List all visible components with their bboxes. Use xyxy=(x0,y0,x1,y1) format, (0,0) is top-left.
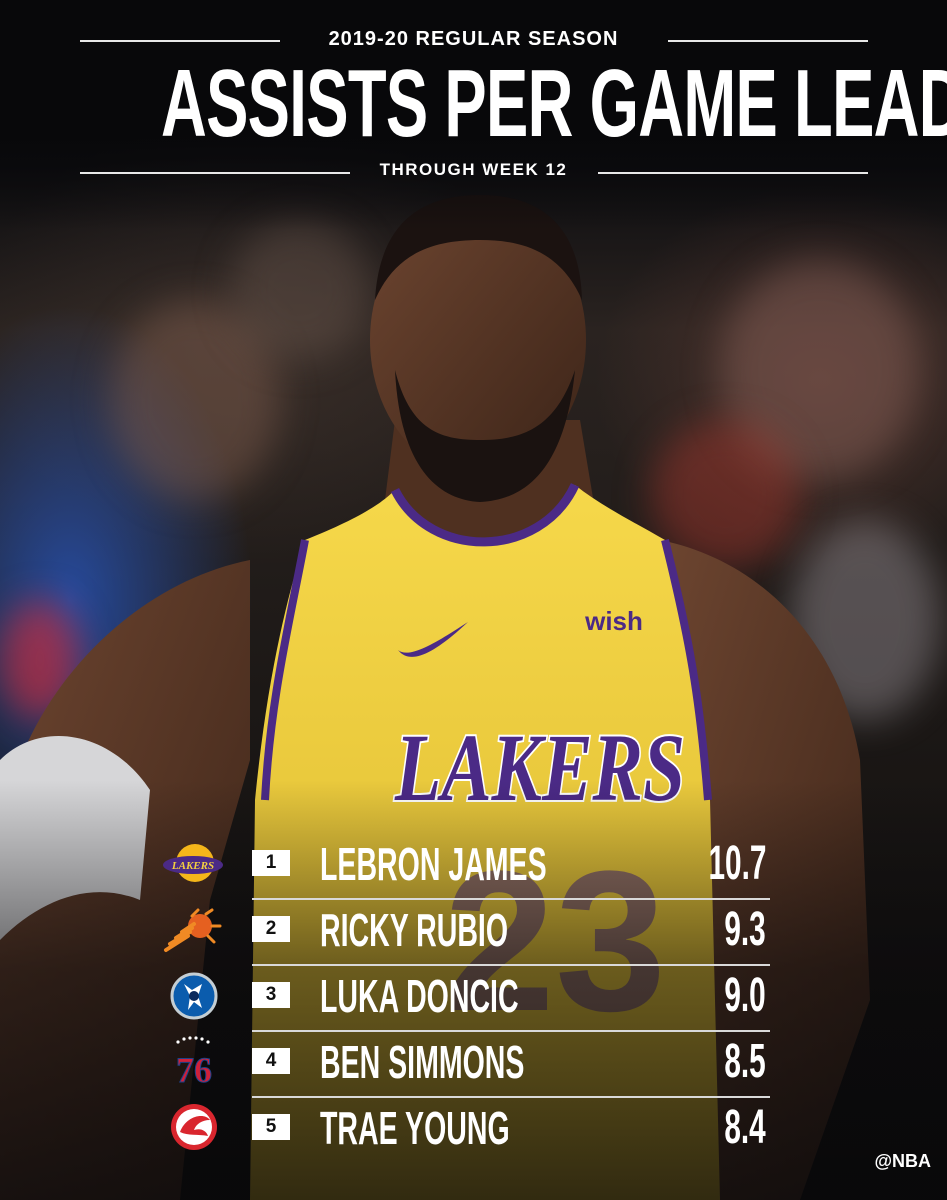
assists-value: 8.4 xyxy=(724,1101,766,1154)
player-name: LEBRON JAMES xyxy=(320,838,547,890)
rank-badge: 3 xyxy=(252,982,290,1008)
row-divider xyxy=(252,898,770,900)
subtitle: THROUGH WEEK 12 xyxy=(379,160,568,179)
player-name: LUKA DONCIC xyxy=(320,970,519,1022)
subtitle-rule-right xyxy=(598,172,868,174)
rank-badge: 2 xyxy=(252,916,290,942)
assists-value: 9.0 xyxy=(724,969,766,1022)
leader-row: LAKERS 1 LEBRON JAMES 10.7 xyxy=(160,834,770,900)
76ers-logo-icon: 76 xyxy=(176,1036,213,1086)
rank-badge: 4 xyxy=(252,1048,290,1074)
season-rule-left xyxy=(80,40,280,42)
crowd-blur xyxy=(230,220,370,360)
top-gradient xyxy=(0,0,947,230)
mavericks-logo-icon xyxy=(170,972,218,1020)
rank-badge: 5 xyxy=(252,1114,290,1140)
leader-row: 3 LUKA DONCIC 9.0 xyxy=(160,966,770,1032)
leader-row: 5 TRAE YOUNG 8.4 xyxy=(160,1098,770,1158)
assists-value: 8.5 xyxy=(724,1035,766,1088)
lakers-logo-icon: LAKERS xyxy=(163,844,223,882)
season-rule-right xyxy=(668,40,868,42)
bottom-gradient xyxy=(0,780,947,1200)
leader-row: 2 RICKY RUBIO 9.3 xyxy=(160,900,770,966)
jersey-sponsor: wish xyxy=(584,606,643,636)
page-title: ASSISTS PER GAME LEADERS xyxy=(160,50,947,157)
row-divider xyxy=(252,1030,770,1032)
lakers-logo-text: LAKERS xyxy=(171,860,214,872)
leader-row: 76 4 BEN SIMMONS 8.5 xyxy=(160,1032,770,1098)
suns-logo-icon xyxy=(164,908,222,952)
player-name: RICKY RUBIO xyxy=(320,904,509,956)
rank-badge: 1 xyxy=(252,850,290,876)
season-label: 2019-20 REGULAR SEASON xyxy=(328,28,619,50)
social-handle: @NBA xyxy=(874,1151,931,1171)
row-divider xyxy=(252,1096,770,1098)
player-name: BEN SIMMONS xyxy=(320,1036,525,1088)
assists-value: 10.7 xyxy=(708,837,766,890)
subtitle-rule-left xyxy=(80,172,350,174)
assists-value: 9.3 xyxy=(724,903,766,956)
hawks-logo-icon xyxy=(171,1104,217,1150)
crowd-blur xyxy=(110,300,280,500)
player-name: TRAE YOUNG xyxy=(320,1102,510,1154)
crowd-blur xyxy=(720,260,920,480)
76ers-logo-text: 76 xyxy=(176,1050,212,1086)
row-divider xyxy=(252,964,770,966)
